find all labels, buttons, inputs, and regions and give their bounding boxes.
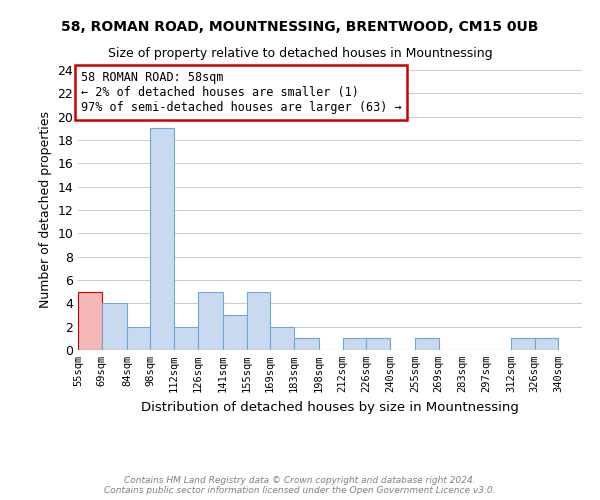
Bar: [270, 326, 294, 350]
Bar: [247, 292, 270, 350]
Bar: [197, 292, 223, 350]
Bar: [294, 338, 319, 350]
Text: Size of property relative to detached houses in Mountnessing: Size of property relative to detached ho…: [107, 48, 493, 60]
Bar: [101, 304, 127, 350]
Bar: [151, 128, 174, 350]
Bar: [174, 326, 197, 350]
X-axis label: Distribution of detached houses by size in Mountnessing: Distribution of detached houses by size …: [141, 400, 519, 413]
Bar: [343, 338, 366, 350]
Text: 58 ROMAN ROAD: 58sqm
← 2% of detached houses are smaller (1)
97% of semi-detache: 58 ROMAN ROAD: 58sqm ← 2% of detached ho…: [80, 72, 401, 114]
Bar: [223, 315, 247, 350]
Bar: [78, 292, 101, 350]
Bar: [415, 338, 439, 350]
Text: Contains HM Land Registry data © Crown copyright and database right 2024.
Contai: Contains HM Land Registry data © Crown c…: [104, 476, 496, 495]
Bar: [511, 338, 535, 350]
Bar: [127, 326, 151, 350]
Y-axis label: Number of detached properties: Number of detached properties: [39, 112, 52, 308]
Bar: [535, 338, 559, 350]
Text: 58, ROMAN ROAD, MOUNTNESSING, BRENTWOOD, CM15 0UB: 58, ROMAN ROAD, MOUNTNESSING, BRENTWOOD,…: [61, 20, 539, 34]
Bar: [366, 338, 390, 350]
